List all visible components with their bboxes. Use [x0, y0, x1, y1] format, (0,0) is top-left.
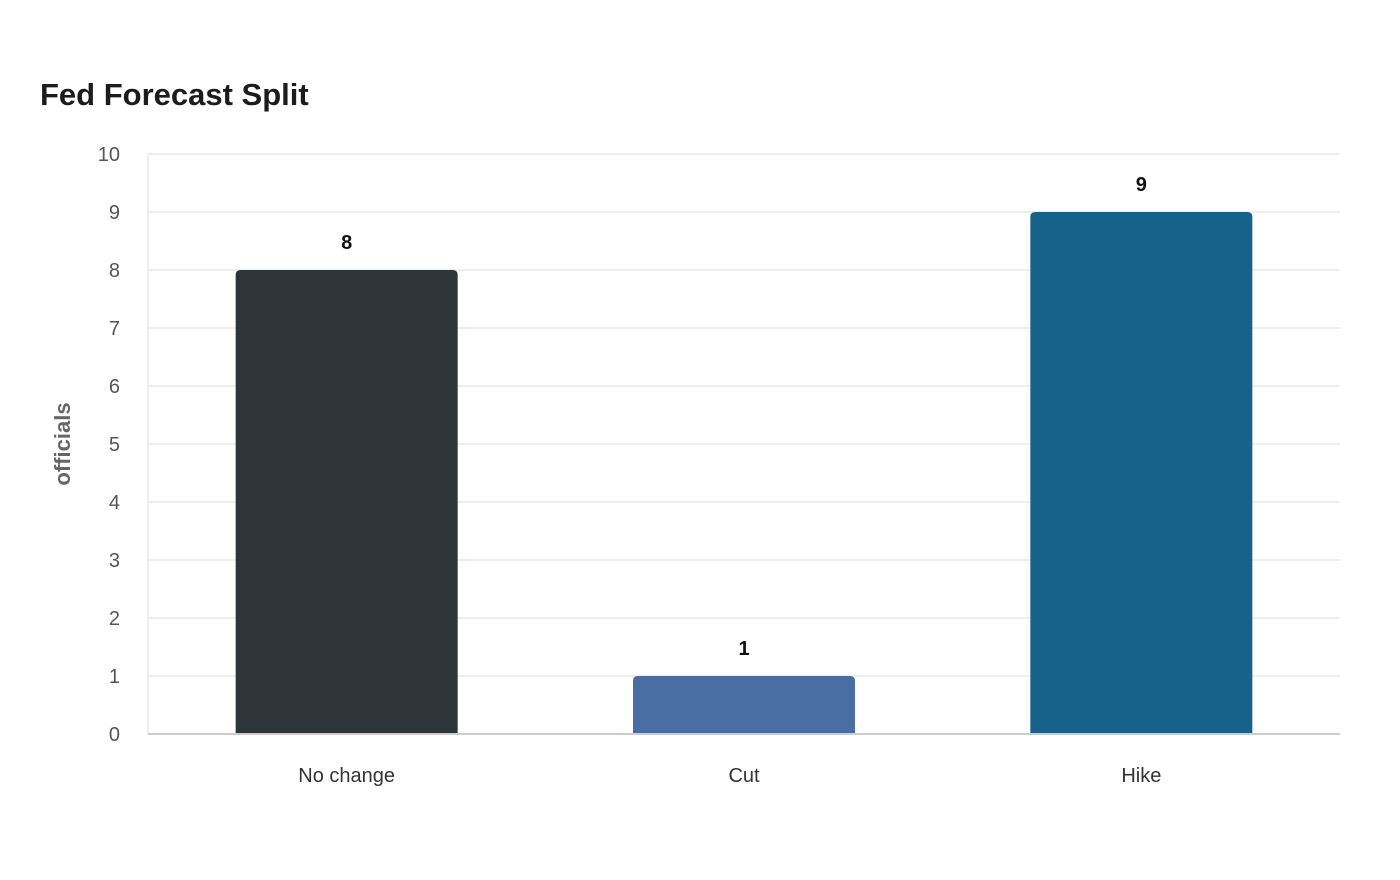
bars: [235, 212, 1253, 734]
y-tick-label: 5: [109, 434, 120, 456]
x-axis-categories: No change Cut Hike: [298, 765, 1161, 787]
x-category-label: Hike: [1121, 765, 1161, 787]
y-tick-label: 0: [109, 724, 120, 746]
y-tick-label: 4: [109, 492, 120, 514]
y-tick-label: 6: [109, 376, 120, 398]
bar-no-change: [235, 270, 458, 734]
data-label: 8: [341, 232, 352, 254]
y-tick-label: 9: [109, 202, 120, 224]
data-labels: 8 1 9: [341, 174, 1147, 660]
y-tick-label: 10: [98, 144, 120, 166]
x-category-label: Cut: [728, 765, 760, 787]
y-axis-title: officials: [50, 402, 75, 485]
y-tick-label: 7: [109, 318, 120, 340]
x-category-label: No change: [298, 765, 395, 787]
y-tick-label: 2: [109, 608, 120, 630]
chart-title: Fed Forecast Split: [40, 77, 309, 112]
y-axis-ticks: 0 1 2 3 4 5 6 7 8 9 10: [98, 144, 120, 746]
y-tick-label: 1: [109, 666, 120, 688]
data-label: 1: [738, 638, 749, 660]
bar-cut: [633, 676, 855, 734]
bar-hike: [1030, 212, 1253, 734]
y-tick-label: 8: [109, 260, 120, 282]
data-label: 9: [1136, 174, 1147, 196]
y-tick-label: 3: [109, 550, 120, 572]
